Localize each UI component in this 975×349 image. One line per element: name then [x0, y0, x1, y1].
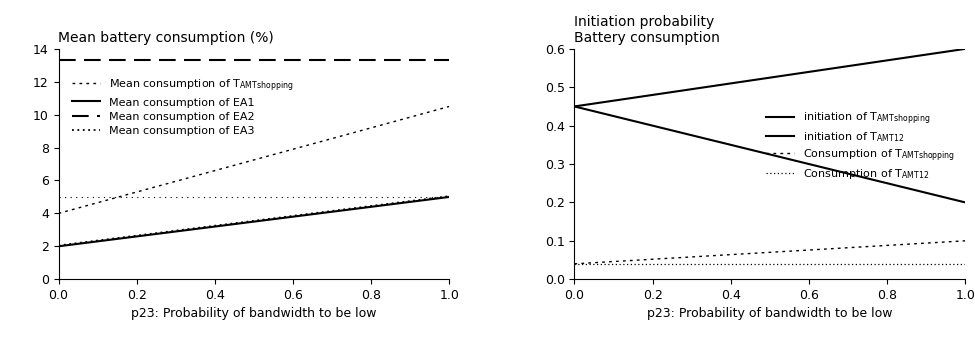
Text: Initiation probability
Battery consumption: Initiation probability Battery consumpti… [574, 15, 721, 45]
Legend: initiation of T$_{\mathregular{AMTshopping}}$, initiation of T$_{\mathregular{AM: initiation of T$_{\mathregular{AMTshoppi… [762, 106, 959, 185]
X-axis label: p23: Probability of bandwidth to be low: p23: Probability of bandwidth to be low [647, 307, 892, 320]
X-axis label: p23: Probability of bandwidth to be low: p23: Probability of bandwidth to be low [132, 307, 376, 320]
Text: Mean battery consumption (%): Mean battery consumption (%) [58, 31, 274, 45]
Legend: Mean consumption of T$_{\mathregular{AMTshopping}}$, Mean consumption of EA1, Me: Mean consumption of T$_{\mathregular{AMT… [68, 73, 298, 140]
